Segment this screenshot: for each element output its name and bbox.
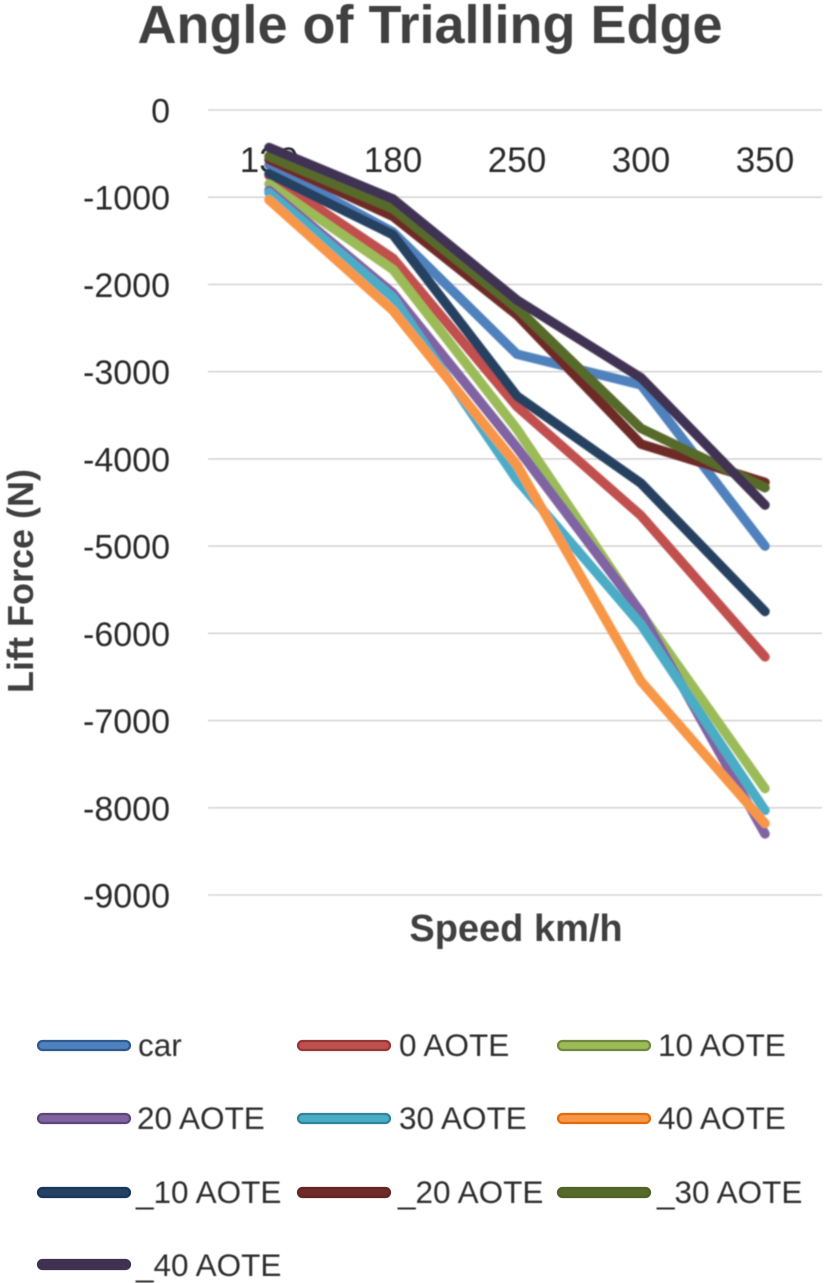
svg-text:180: 180 [364,141,422,180]
svg-text:_40 AOTE: _40 AOTE [135,1247,281,1283]
svg-text:Angle of Trialling Edge: Angle of Trialling Edge [137,0,722,55]
svg-text:_20 AOTE: _20 AOTE [397,1174,543,1210]
svg-text:-9000: -9000 [83,878,170,916]
svg-text:_30 AOTE: _30 AOTE [656,1174,802,1210]
svg-text:300: 300 [612,141,670,180]
svg-text:-4000: -4000 [83,441,170,479]
svg-text:-1000: -1000 [83,180,170,218]
svg-text:350: 350 [736,141,794,180]
svg-text:250: 250 [488,141,546,180]
svg-text:-8000: -8000 [83,790,170,828]
svg-text:-2000: -2000 [83,267,170,305]
svg-text:0: 0 [151,93,170,131]
svg-text:_10 AOTE: _10 AOTE [135,1174,281,1210]
svg-text:Speed km/h: Speed km/h [409,908,622,950]
svg-text:-5000: -5000 [83,529,170,567]
svg-text:Lift Force (N): Lift Force (N) [0,469,41,693]
svg-text:10 AOTE: 10 AOTE [658,1027,786,1063]
svg-text:-7000: -7000 [83,703,170,741]
svg-text:30 AOTE: 30 AOTE [399,1100,527,1136]
svg-text:40 AOTE: 40 AOTE [658,1100,786,1136]
svg-text:0 AOTE: 0 AOTE [399,1027,509,1063]
svg-text:20 AOTE: 20 AOTE [137,1100,265,1136]
svg-text:-3000: -3000 [83,354,170,392]
svg-text:car: car [138,1027,182,1063]
svg-text:-6000: -6000 [83,616,170,654]
